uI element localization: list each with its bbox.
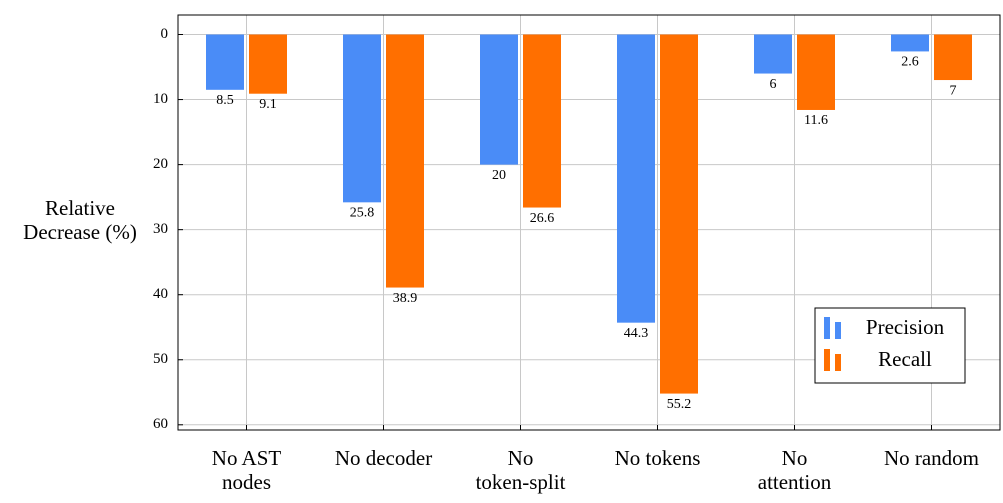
value-label: 8.5 — [216, 93, 234, 108]
value-label: 38.9 — [393, 291, 418, 306]
value-label: 25.8 — [350, 206, 375, 221]
value-label: 44.3 — [624, 326, 649, 341]
value-label: 55.2 — [667, 397, 692, 412]
bar — [891, 34, 929, 52]
value-label: 20 — [492, 168, 506, 183]
y-axis-label: Relative Decrease (%) — [23, 196, 137, 244]
legend-swatch — [835, 354, 841, 371]
legend-swatch — [835, 322, 841, 339]
value-label: 7 — [950, 83, 957, 98]
bar — [386, 34, 424, 288]
bar — [343, 34, 381, 203]
y-tick-label: 40 — [153, 286, 168, 302]
x-tick-label: No AST nodes — [211, 446, 282, 494]
x-tick-label: No tokens — [614, 446, 701, 470]
bar — [934, 34, 972, 81]
value-label: 11.6 — [804, 113, 828, 128]
value-label: 9.1 — [259, 97, 277, 112]
y-tick-label: 0 — [161, 26, 169, 42]
bar — [249, 34, 287, 94]
y-tick-label: 30 — [153, 221, 168, 237]
x-tick-label: No random — [883, 446, 980, 470]
x-tick-label: No decoder — [334, 446, 433, 470]
legend-swatch — [824, 317, 830, 339]
value-label: 2.6 — [901, 55, 919, 70]
value-label: 26.6 — [530, 211, 555, 226]
bar — [797, 34, 835, 110]
bar — [523, 34, 561, 208]
y-tick-label: 10 — [153, 91, 168, 107]
plot-frame — [177, 14, 1001, 431]
x-tick-label: No attention — [757, 446, 832, 494]
y-tick-label: 50 — [153, 351, 168, 367]
y-tick-label: 60 — [153, 416, 168, 432]
bar — [617, 34, 655, 323]
x-tick-label: No token-split — [475, 446, 566, 494]
bar — [480, 34, 518, 165]
legend-label: Precision — [866, 315, 945, 339]
y-tick-label: 20 — [153, 156, 168, 172]
legend-swatch — [824, 349, 830, 371]
legend-label: Recall — [878, 347, 932, 371]
bar — [206, 34, 244, 90]
value-label: 6 — [770, 77, 777, 92]
bar — [754, 34, 792, 74]
bar — [660, 34, 698, 394]
